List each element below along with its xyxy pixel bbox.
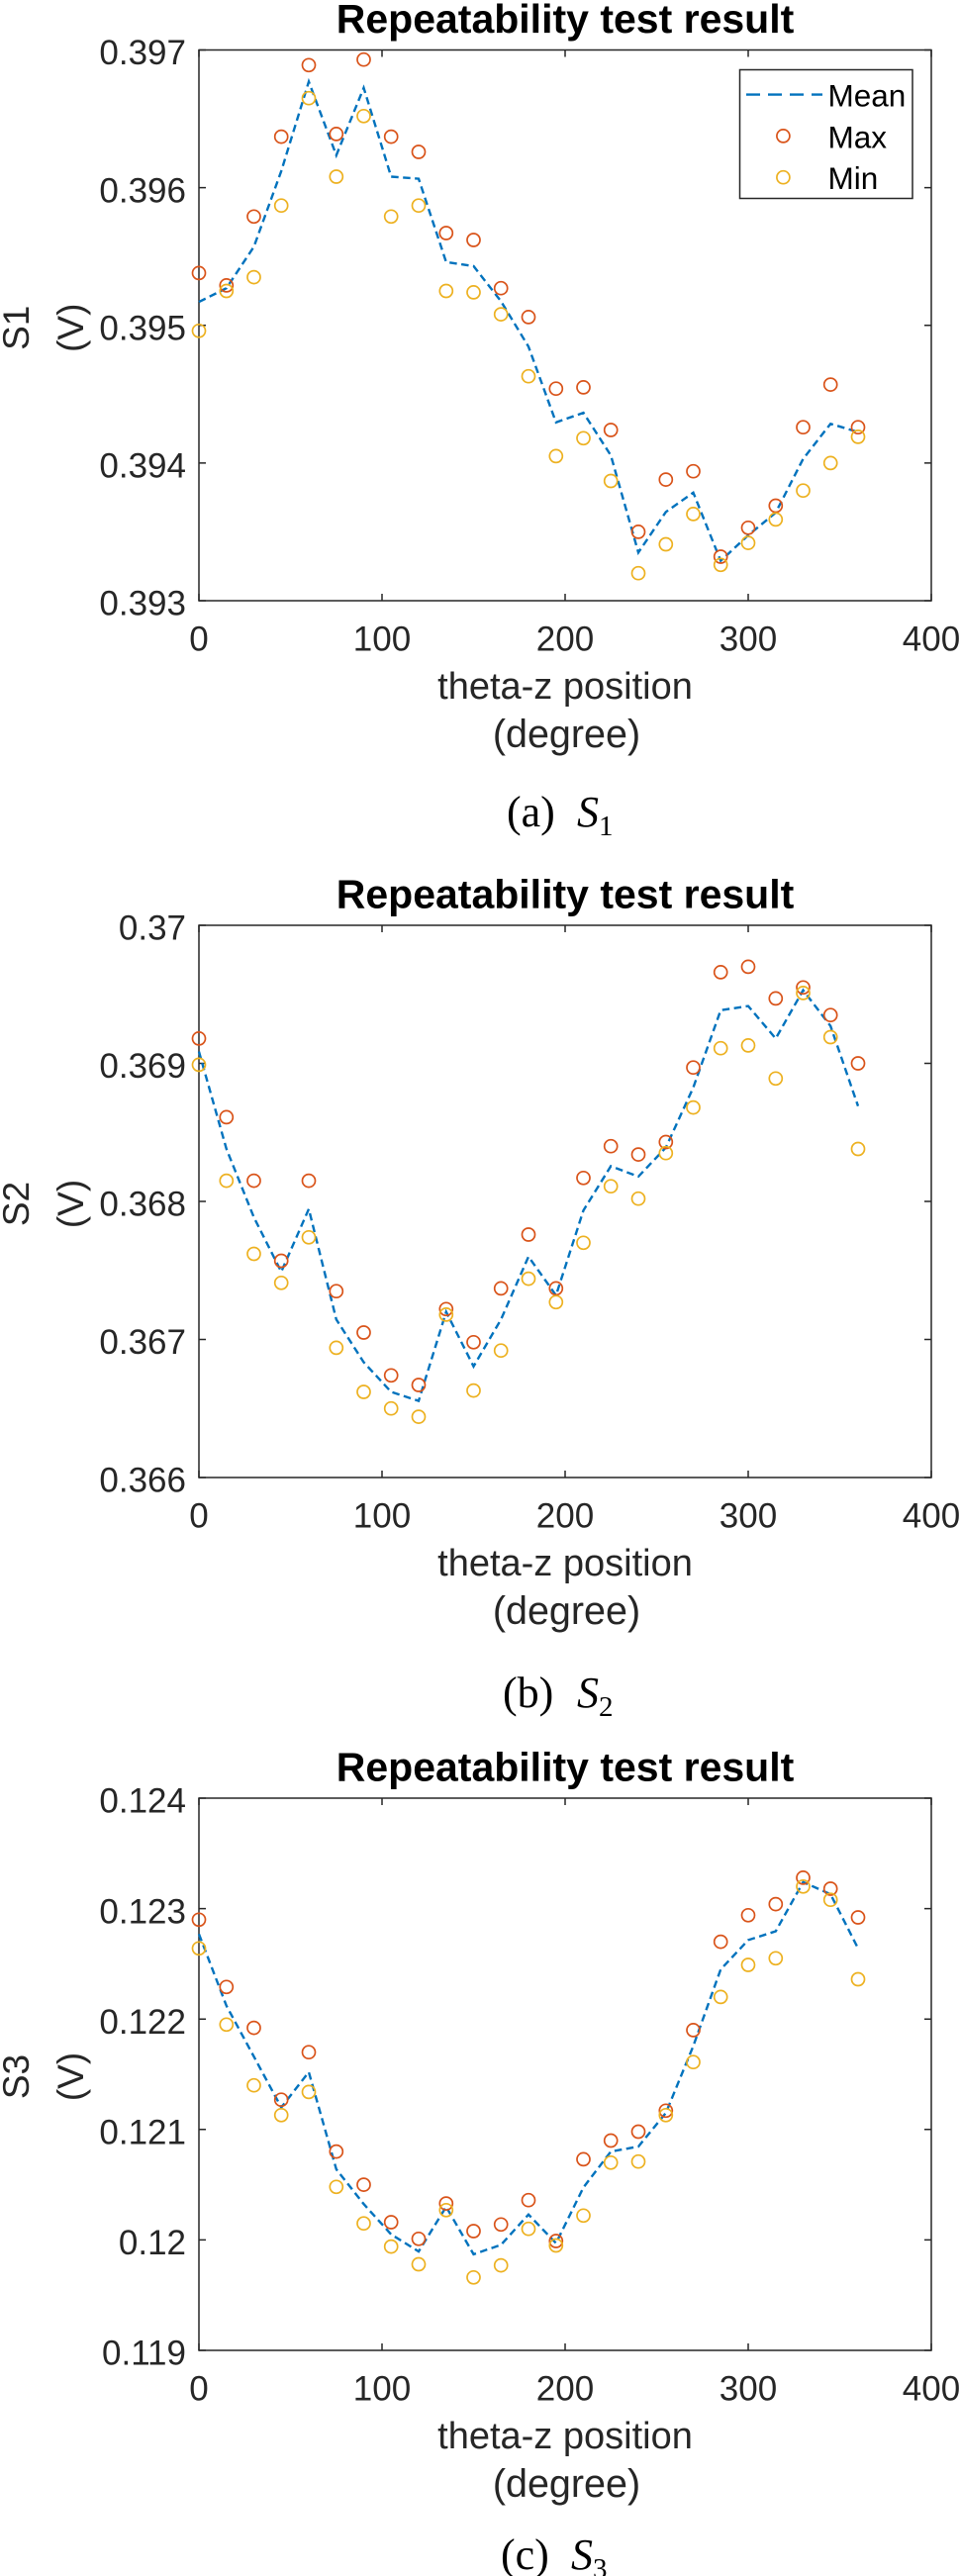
svg-text:200: 200 xyxy=(536,1497,594,1536)
svg-text:(V): (V) xyxy=(50,1180,91,1228)
svg-text:(b)S2: (b) S2 xyxy=(503,1669,614,1723)
svg-text:Max: Max xyxy=(828,119,888,154)
svg-text:0.121: 0.121 xyxy=(99,2114,186,2152)
svg-text:0: 0 xyxy=(189,2370,208,2409)
svg-text:(c)S3: (c) S3 xyxy=(501,2530,608,2576)
svg-text:Repeatability test result: Repeatability test result xyxy=(336,0,795,42)
svg-text:200: 200 xyxy=(536,2370,594,2409)
svg-text:400: 400 xyxy=(903,2370,960,2409)
svg-text:theta-z position: theta-z position xyxy=(437,2416,693,2457)
svg-text:300: 300 xyxy=(720,2370,777,2409)
svg-text:0.123: 0.123 xyxy=(99,1892,186,1931)
svg-text:S1: S1 xyxy=(0,306,37,350)
svg-text:Min: Min xyxy=(828,160,879,196)
svg-text:Repeatability test result: Repeatability test result xyxy=(336,1745,795,1790)
svg-text:(V): (V) xyxy=(50,2052,91,2101)
svg-text:0.394: 0.394 xyxy=(99,447,186,486)
svg-text:0.368: 0.368 xyxy=(99,1186,186,1224)
svg-text:(degree): (degree) xyxy=(493,713,640,756)
svg-text:200: 200 xyxy=(536,620,594,659)
svg-text:0.37: 0.37 xyxy=(119,909,186,948)
svg-text:0.119: 0.119 xyxy=(102,2335,186,2373)
svg-text:300: 300 xyxy=(720,620,777,659)
svg-text:0.369: 0.369 xyxy=(99,1047,186,1086)
svg-text:400: 400 xyxy=(903,620,960,659)
svg-text:S3: S3 xyxy=(0,2054,37,2099)
svg-text:theta-z position: theta-z position xyxy=(437,666,693,708)
svg-text:300: 300 xyxy=(720,1497,777,1536)
svg-text:0.396: 0.396 xyxy=(99,171,186,210)
svg-text:0: 0 xyxy=(189,1497,208,1536)
svg-text:400: 400 xyxy=(903,1497,960,1536)
svg-text:(a)S1: (a) S1 xyxy=(507,788,614,842)
svg-text:0.367: 0.367 xyxy=(99,1323,186,1362)
svg-text:100: 100 xyxy=(353,2370,411,2409)
svg-text:(V): (V) xyxy=(50,304,91,352)
svg-text:0.397: 0.397 xyxy=(99,34,186,72)
svg-text:0.366: 0.366 xyxy=(99,1462,186,1500)
svg-text:0: 0 xyxy=(189,620,208,659)
svg-text:100: 100 xyxy=(353,1497,411,1536)
svg-text:Mean: Mean xyxy=(828,78,907,114)
svg-text:Repeatability test result: Repeatability test result xyxy=(336,872,795,917)
svg-text:S2: S2 xyxy=(0,1182,37,1226)
svg-text:0.395: 0.395 xyxy=(99,309,186,347)
svg-text:(degree): (degree) xyxy=(493,2462,640,2506)
svg-text:0.122: 0.122 xyxy=(99,2003,186,2042)
svg-text:theta-z position: theta-z position xyxy=(437,1543,693,1584)
svg-text:0.393: 0.393 xyxy=(99,585,186,623)
svg-text:(degree): (degree) xyxy=(493,1589,640,1633)
svg-text:100: 100 xyxy=(353,620,411,659)
svg-text:0.124: 0.124 xyxy=(99,1782,186,1821)
svg-text:0.12: 0.12 xyxy=(119,2224,186,2262)
